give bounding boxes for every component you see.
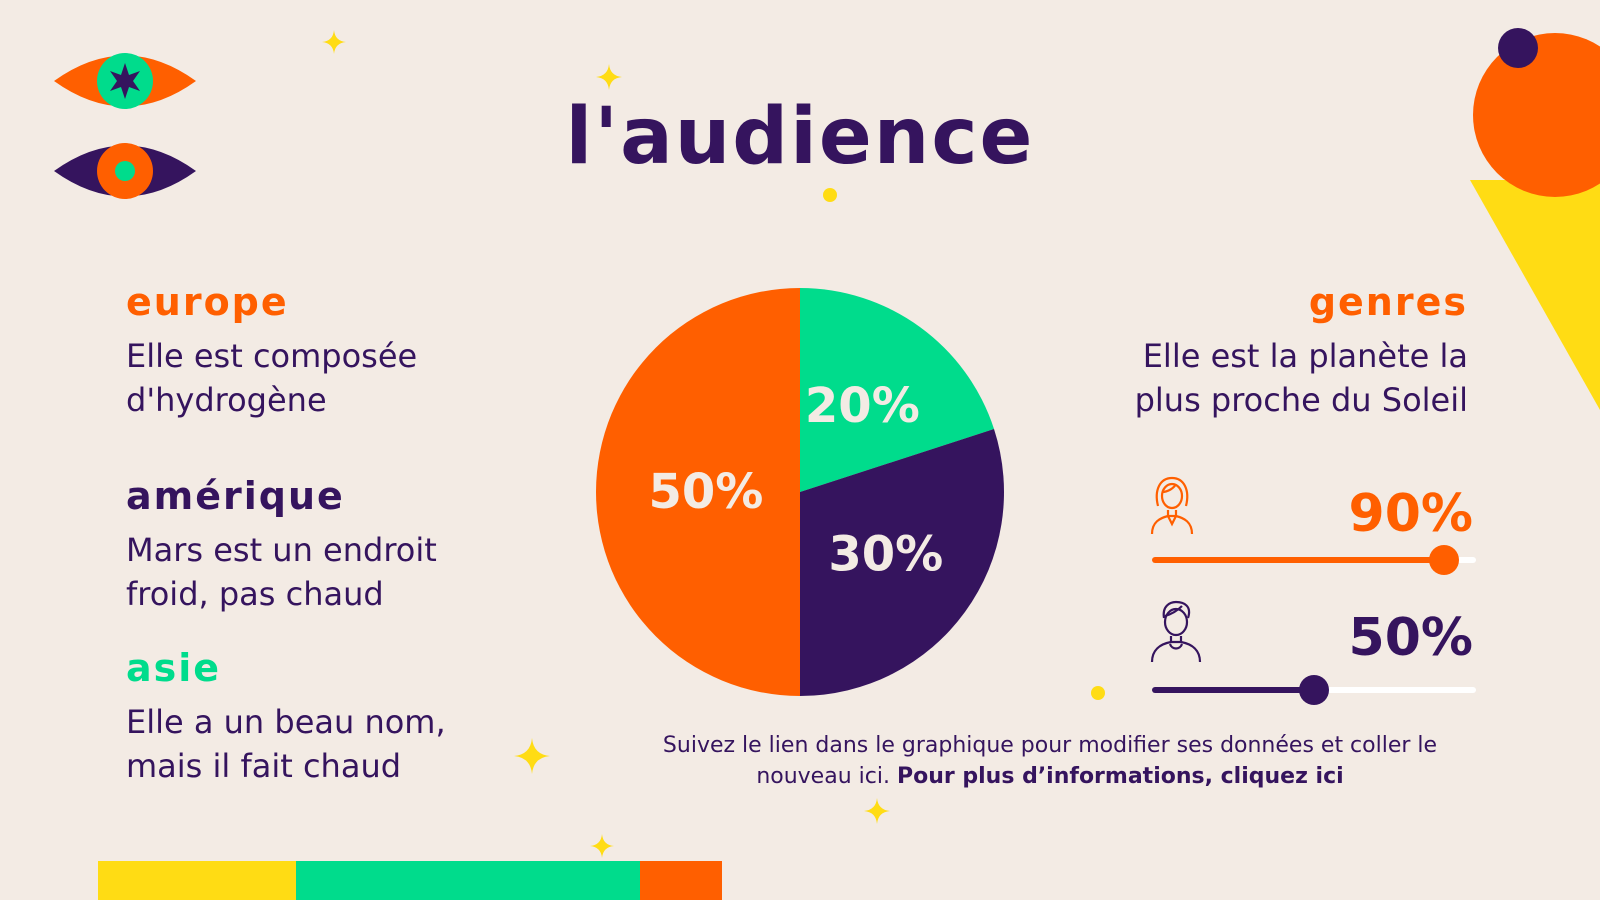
region-amerique: Amérique Mars est un endroit froid, pas … bbox=[126, 474, 556, 616]
pie-slice-label: 20% bbox=[805, 378, 920, 434]
pie-slice[interactable] bbox=[800, 428, 1004, 696]
pie-slice[interactable] bbox=[800, 288, 995, 492]
sparkle-icon bbox=[514, 738, 550, 774]
region-asie: Asie Elle a un beau nom, mais il fait ch… bbox=[126, 646, 556, 788]
region-heading: Europe bbox=[126, 280, 289, 324]
corner-shapes bbox=[1470, 28, 1600, 410]
genres-text-line: plus proche du Soleil bbox=[1134, 381, 1468, 419]
female-percentage: 90% bbox=[1348, 484, 1473, 544]
region-text-line: mais il fait chaud bbox=[126, 747, 402, 785]
more-info-link[interactable]: Pour plus d’informations, cliquez ici bbox=[896, 764, 1344, 789]
male-slider[interactable] bbox=[1152, 675, 1476, 705]
sparkle-icon bbox=[590, 834, 614, 858]
eye-purple-icon bbox=[54, 143, 196, 199]
sparkle-icon bbox=[596, 64, 622, 90]
genres-block: Genres Elle est la planète la plus proch… bbox=[1050, 280, 1468, 422]
region-text-line: Elle a un beau nom, bbox=[126, 703, 446, 741]
region-text-line: froid, pas chaud bbox=[126, 575, 384, 613]
eye-orange-icon bbox=[54, 53, 196, 109]
region-text-line: d'hydrogène bbox=[126, 381, 327, 419]
pie-chart[interactable]: 20% 30% 50% bbox=[590, 282, 1010, 702]
footnote-text: Suivez le lien dans le graphique pour mo… bbox=[662, 733, 1438, 789]
sparkle-icon bbox=[322, 30, 346, 54]
region-text-line: Mars est un endroit bbox=[126, 531, 437, 569]
genres-text-line: Elle est la planète la bbox=[1142, 337, 1468, 375]
region-heading: Amérique bbox=[126, 474, 345, 518]
yellow-dot bbox=[823, 188, 837, 202]
yellow-dot bbox=[1091, 686, 1105, 700]
pie-slice[interactable] bbox=[596, 288, 800, 696]
region-heading: Asie bbox=[126, 646, 222, 690]
sparkle-icon bbox=[864, 798, 890, 824]
pie-slice-label: 50% bbox=[648, 464, 763, 520]
male-slider-fill bbox=[1152, 687, 1314, 693]
female-slider-handle[interactable] bbox=[1428, 545, 1459, 575]
man-icon bbox=[1150, 600, 1202, 663]
region-text-line: Elle est composée bbox=[126, 337, 418, 375]
color-strip bbox=[98, 861, 722, 900]
male-slider-handle[interactable] bbox=[1299, 675, 1329, 705]
woman-icon bbox=[1150, 476, 1194, 535]
page-title: L'audience bbox=[565, 92, 1035, 182]
male-percentage: 50% bbox=[1348, 608, 1473, 668]
genres-heading: Genres bbox=[1308, 280, 1468, 324]
footnote: Suivez le lien dans le graphique pour mo… bbox=[620, 730, 1480, 792]
region-europe: Europe Elle est composée d'hydrogène bbox=[126, 280, 556, 422]
female-slider[interactable] bbox=[1152, 545, 1476, 575]
pie-slice-label: 30% bbox=[828, 526, 943, 582]
female-slider-fill bbox=[1152, 557, 1444, 563]
